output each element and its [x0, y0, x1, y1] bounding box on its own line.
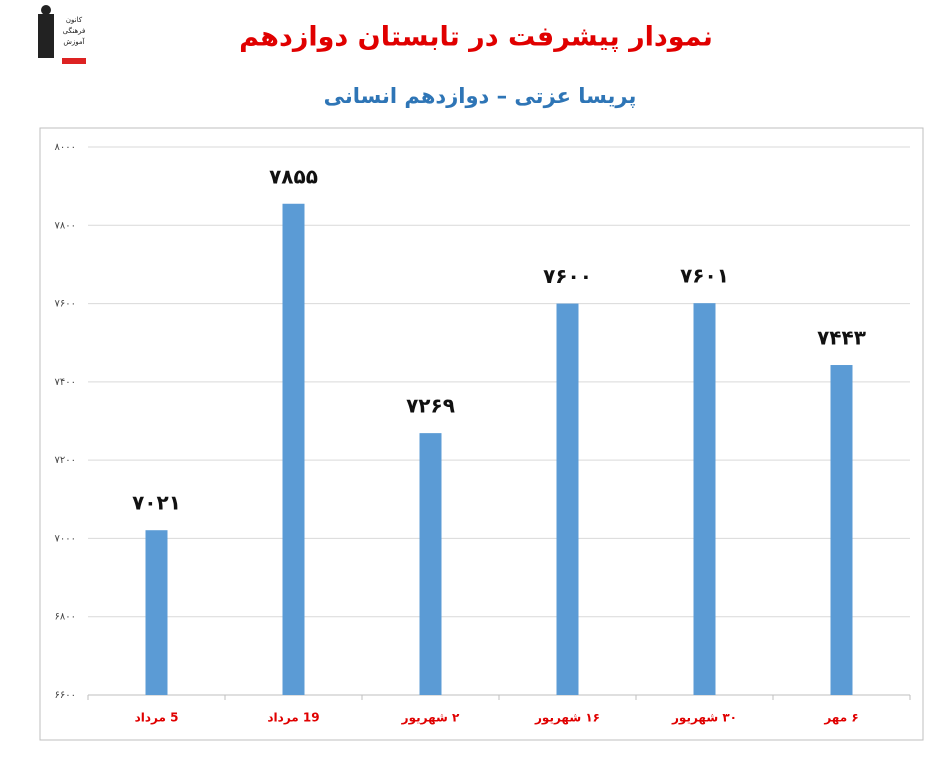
y-tick-label: ۷۴۰۰: [55, 377, 76, 388]
chart-subtitle: پریسا عزتی – دوازدهم انسانی: [324, 84, 637, 108]
y-tick-label: ۸۰۰۰: [55, 142, 76, 153]
chart-frame: [39, 127, 924, 741]
bar: [419, 433, 442, 695]
logo-text: فرهنگی: [63, 26, 86, 35]
logo: [38, 5, 86, 64]
logo-text: قلم‌چی: [64, 49, 84, 57]
value-label: ۷۶۰۰: [543, 264, 592, 288]
value-label: ۷۸۵۵: [269, 164, 318, 188]
x-tick-label: ۱۶ شهریور: [534, 711, 600, 726]
value-label: ۷۲۶۹: [406, 394, 455, 418]
y-tick-label: ۷۸۰۰: [55, 220, 76, 231]
value-label: ۷۴۴۳: [817, 326, 866, 350]
value-label: ۷۶۰۱: [680, 264, 729, 288]
bar: [830, 365, 853, 695]
bar: [145, 530, 168, 695]
bar: [282, 203, 305, 695]
logo-text: کانون: [66, 16, 83, 24]
x-tick-label: ۶ مهر: [823, 711, 858, 725]
x-tick-label: ۲ شهریور: [401, 711, 460, 726]
chart-title: نمودار پیشرفت در تابستان دوازدهم: [239, 22, 713, 53]
y-tick-label: ۶۸۰۰: [55, 612, 76, 623]
x-tick-label: ۳۰ شهریور: [671, 711, 737, 726]
x-tick-label: 5 مرداد: [135, 711, 179, 725]
y-tick-label: ۷۶۰۰: [55, 299, 76, 310]
y-tick-label: ۷۲۰۰: [55, 455, 76, 466]
y-tick-label: ۶۶۰۰: [55, 690, 76, 701]
logo-head: [41, 5, 51, 15]
logo-text: آموزش: [63, 37, 85, 46]
bar: [556, 303, 579, 695]
bar: [693, 303, 716, 695]
value-label: ۷۰۲۱: [132, 491, 181, 515]
logo-figure: [38, 14, 54, 58]
logo-badge: [62, 58, 86, 64]
x-tick-label: 19 مرداد: [267, 711, 319, 725]
y-tick-label: ۷۰۰۰: [55, 533, 76, 544]
